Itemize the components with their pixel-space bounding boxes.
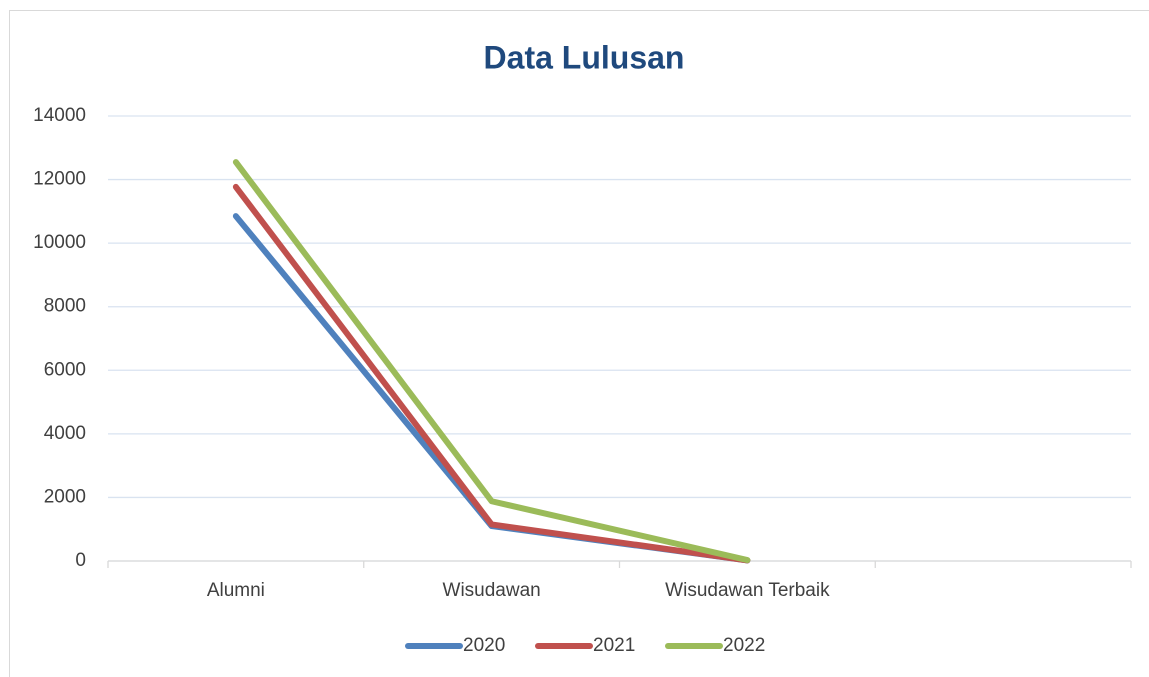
legend-label: 2022 bbox=[723, 635, 765, 656]
y-tick-label: 4000 bbox=[44, 423, 86, 444]
y-tick-label: 12000 bbox=[33, 169, 86, 190]
y-tick-label: 2000 bbox=[44, 486, 86, 507]
x-tick-label: Wisudawan Terbaik bbox=[665, 580, 830, 601]
series-line bbox=[232, 183, 751, 564]
y-tick-label: 10000 bbox=[33, 232, 86, 253]
series-line bbox=[232, 159, 751, 564]
legend-label: 2021 bbox=[593, 635, 635, 656]
legend-label: 2020 bbox=[463, 635, 505, 656]
x-tick-label: Wisudawan bbox=[443, 580, 541, 601]
y-tick-label: 14000 bbox=[33, 105, 86, 126]
y-tick-label: 8000 bbox=[44, 296, 86, 317]
chart-title: Data Lulusan bbox=[484, 39, 685, 75]
x-tick-label: Alumni bbox=[207, 580, 265, 601]
y-tick-label: 6000 bbox=[44, 359, 86, 380]
chart-border bbox=[9, 10, 1149, 677]
y-tick-label: 0 bbox=[75, 550, 86, 571]
